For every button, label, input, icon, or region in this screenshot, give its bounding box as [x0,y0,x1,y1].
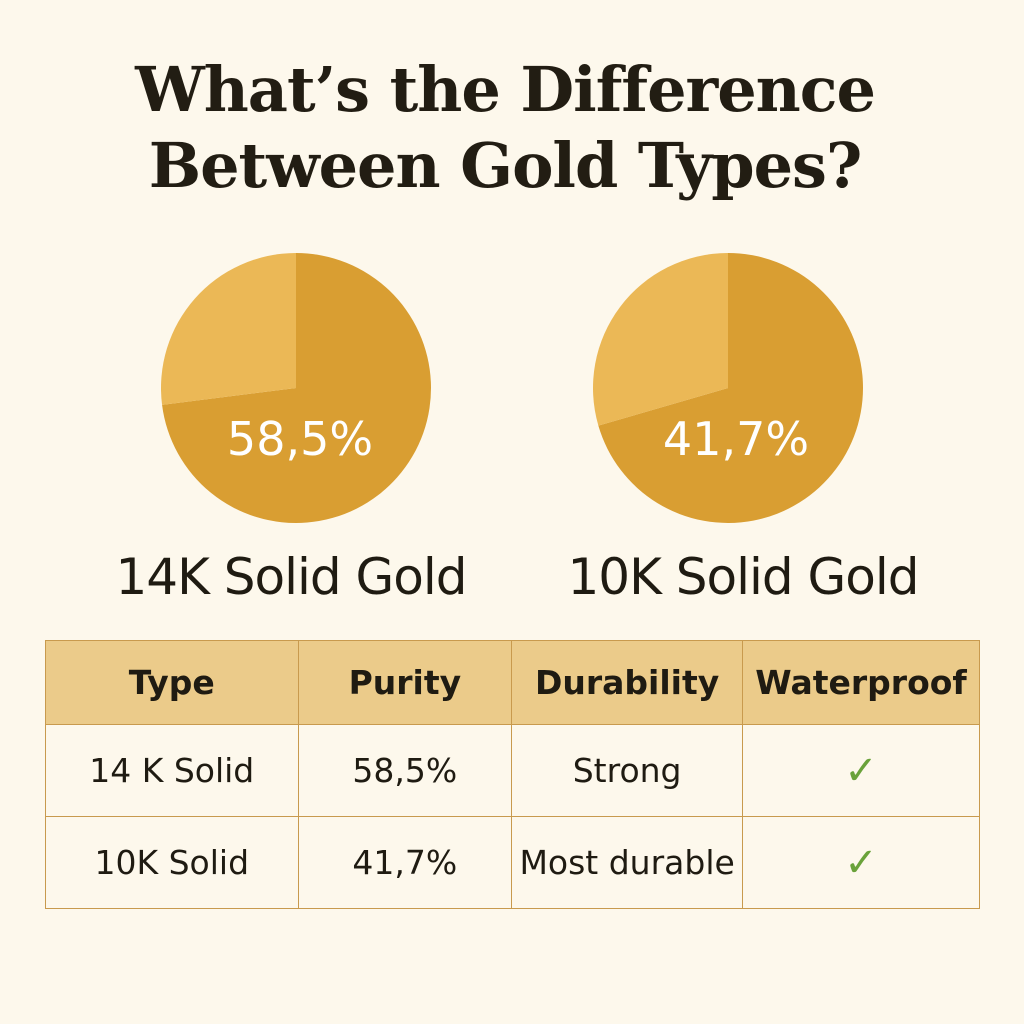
table-row: 14 K Solid 58,5% Strong ✓ [45,724,980,817]
title-line-1: What’s the Difference [135,53,876,126]
header-waterproof: Waterproof [742,640,980,725]
comparison-table: Type Purity Durability Waterproof 14 K S… [45,640,980,909]
pie-slice [162,253,431,523]
cell-purity: 58,5% [297,724,513,817]
header-purity: Purity [297,640,513,725]
check-icon: ✓ [742,816,980,909]
cell-durability: Most durable [511,816,744,909]
pie-slice [593,253,728,426]
page-title: What’s the Difference Between Gold Types… [0,52,1010,204]
cell-type: 10K Solid [45,816,299,909]
header-durability: Durability [511,640,744,725]
table-row: 10K Solid 41,7% Most durable ✓ [45,816,980,909]
cell-purity: 41,7% [297,816,513,909]
check-icon: ✓ [742,724,980,817]
cell-durability: Strong [511,724,744,817]
cell-type: 14 K Solid [45,724,299,817]
pie-10k [593,253,863,523]
title-line-2: Between Gold Types? [148,129,863,202]
label-10k-gold: 10K Solid Gold [567,548,919,606]
pie-10k-label: 41,7% [663,412,809,466]
header-type: Type [45,640,299,725]
pie-14k [161,253,431,523]
pie-slice [598,253,863,523]
table-header-row: Type Purity Durability Waterproof [45,640,980,725]
label-14k-gold: 14K Solid Gold [115,548,467,606]
pie-slice [161,253,296,405]
pie-14k-label: 58,5% [227,412,373,466]
